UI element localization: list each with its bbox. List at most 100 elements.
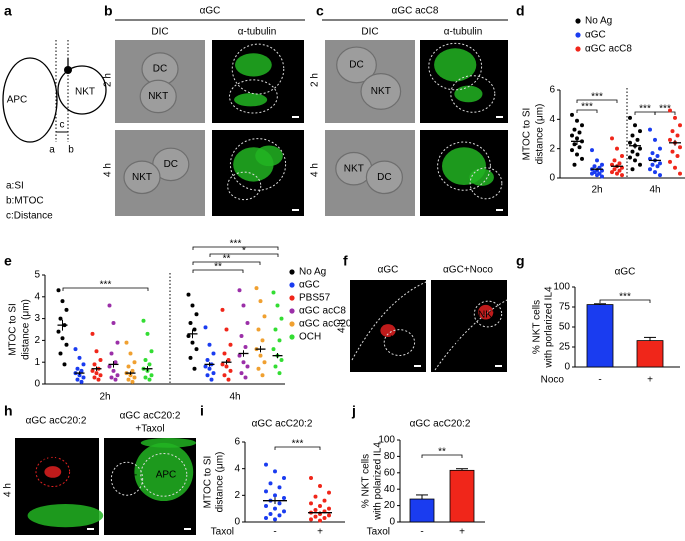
y-axis-label: distance (μm) xyxy=(535,104,546,165)
legend-label: No Ag xyxy=(299,267,326,278)
data-point xyxy=(600,162,604,167)
data-point xyxy=(220,362,225,367)
data-point xyxy=(132,360,137,365)
y-tick-label: 40 xyxy=(384,484,396,495)
data-point xyxy=(264,516,268,520)
data-point xyxy=(126,364,131,369)
data-point xyxy=(620,173,624,178)
row-label: 2 h xyxy=(103,73,114,87)
cell-outline xyxy=(428,42,483,91)
data-point xyxy=(318,518,322,523)
y-tick-label: 5 xyxy=(34,270,40,281)
cell-outline xyxy=(365,160,403,195)
legend-label: αGC xyxy=(585,30,606,41)
data-point xyxy=(211,371,216,376)
legend-marker xyxy=(575,32,581,38)
data-point xyxy=(633,123,637,128)
cell-label: NKT xyxy=(117,474,137,485)
data-point xyxy=(94,349,99,354)
legend-marker xyxy=(289,321,295,327)
data-point xyxy=(260,338,265,343)
data-point xyxy=(228,368,233,373)
data-point xyxy=(203,325,208,330)
data-point xyxy=(580,156,584,161)
panel-label: i xyxy=(200,403,204,419)
x-tick-label: 2h xyxy=(591,185,602,196)
data-point xyxy=(256,327,261,332)
significance-label: ** xyxy=(223,254,231,265)
data-point xyxy=(75,366,80,371)
data-point xyxy=(600,174,604,179)
y-axis-label: MTOC to SI xyxy=(8,303,19,356)
data-point xyxy=(126,377,131,382)
apc-cell xyxy=(2,57,58,143)
data-point xyxy=(222,351,227,356)
data-point xyxy=(610,136,614,141)
data-point xyxy=(595,173,599,178)
data-point xyxy=(58,316,63,321)
data-point xyxy=(226,377,231,382)
data-point xyxy=(237,353,242,358)
x-tick-label: + xyxy=(647,375,653,386)
data-point xyxy=(79,379,84,384)
column-label: αGC+Noco xyxy=(443,265,493,276)
data-point xyxy=(226,358,231,363)
y-axis-label: MTOC to SI xyxy=(522,108,533,161)
data-point xyxy=(612,158,617,163)
data-point xyxy=(109,375,114,380)
data-point xyxy=(282,496,286,500)
data-point xyxy=(64,342,69,347)
data-point xyxy=(268,481,273,486)
legend-label: No Ag xyxy=(585,16,612,27)
data-point xyxy=(628,140,632,145)
y-axis-label: with polarized IL4 xyxy=(373,442,384,521)
data-point xyxy=(610,170,614,175)
data-point xyxy=(273,469,277,474)
data-point xyxy=(194,312,199,317)
y-tick-label: 2 xyxy=(34,335,40,346)
data-point xyxy=(239,371,244,376)
data-point xyxy=(58,351,63,356)
data-point xyxy=(92,375,97,380)
cell-label: DC xyxy=(349,60,363,71)
data-point xyxy=(77,355,82,360)
data-point xyxy=(77,373,82,378)
data-point xyxy=(590,148,594,153)
data-point xyxy=(309,476,313,480)
legend-marker xyxy=(289,308,295,314)
significance-bracket xyxy=(62,287,149,291)
legend-text: a:SI xyxy=(6,181,24,192)
data-point xyxy=(264,504,268,508)
data-point xyxy=(271,290,276,295)
data-point xyxy=(678,171,682,176)
data-point xyxy=(282,509,286,514)
data-point xyxy=(264,489,268,494)
data-point xyxy=(205,373,210,378)
panel-label: b xyxy=(104,3,113,19)
data-point xyxy=(628,115,632,120)
y-tick-label: 75 xyxy=(559,302,571,313)
data-point xyxy=(678,145,682,150)
x-axis-label: Noco xyxy=(541,375,565,386)
y-tick-label: 2 xyxy=(234,490,240,501)
data-point xyxy=(633,158,637,163)
column-label: α-tubulin xyxy=(444,27,483,38)
nkt-cell xyxy=(57,65,107,115)
legend-label: αGC acC20:2 xyxy=(299,319,360,330)
data-point xyxy=(655,154,660,158)
data-point xyxy=(620,154,624,158)
data-point xyxy=(190,303,195,308)
data-point xyxy=(668,159,672,164)
x-axis-label: Taxol xyxy=(211,527,234,538)
row-label: 4 h xyxy=(3,483,14,497)
data-point xyxy=(313,514,318,519)
cell-label: NKT xyxy=(148,91,168,102)
panel-title: αGC xyxy=(200,6,221,17)
y-tick-label: 0 xyxy=(34,379,40,390)
data-point xyxy=(107,303,112,308)
data-point xyxy=(113,360,118,365)
column-label: DIC xyxy=(361,27,378,38)
data-point xyxy=(273,493,277,498)
data-point xyxy=(203,364,208,369)
data-point xyxy=(318,504,322,508)
